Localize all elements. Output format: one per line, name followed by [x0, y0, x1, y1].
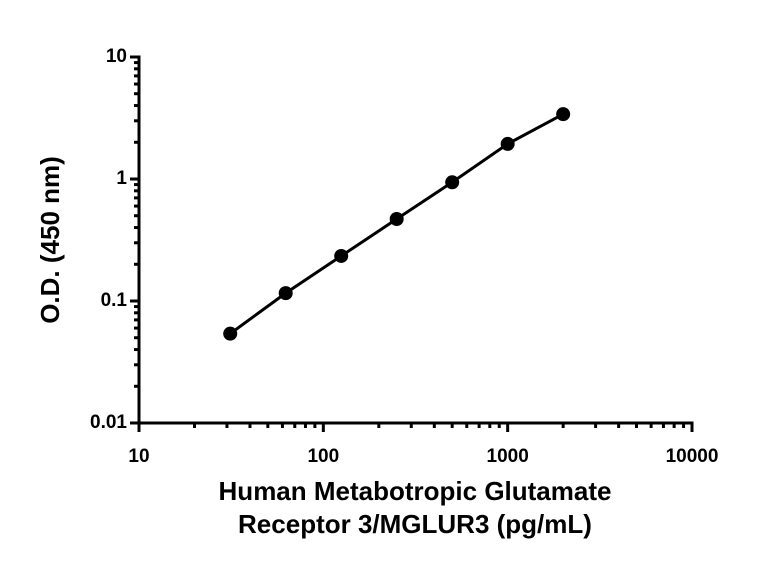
data-point: [278, 286, 293, 301]
x-axis-label: Human Metabotropic Glutamate: [219, 476, 612, 506]
x-tick-label: 10000: [666, 446, 719, 467]
data-point: [556, 107, 571, 122]
y-tick-label: 10: [106, 46, 127, 67]
x-tick-label: 100: [307, 446, 339, 467]
data-point: [389, 212, 404, 227]
data-point: [223, 326, 238, 341]
data-point: [334, 248, 349, 263]
x-axis-label: Receptor 3/MGLUR3 (pg/mL): [238, 509, 592, 539]
y-axis-label: O.D. (450 nm): [35, 156, 65, 324]
y-tick-label: 1: [116, 168, 127, 189]
x-tick-label: 1000: [487, 446, 529, 467]
y-tick-label: 0.01: [90, 412, 127, 433]
x-tick-label: 10: [128, 446, 149, 467]
data-point: [500, 136, 515, 151]
y-tick-label: 0.1: [101, 290, 128, 311]
data-point: [445, 175, 460, 190]
